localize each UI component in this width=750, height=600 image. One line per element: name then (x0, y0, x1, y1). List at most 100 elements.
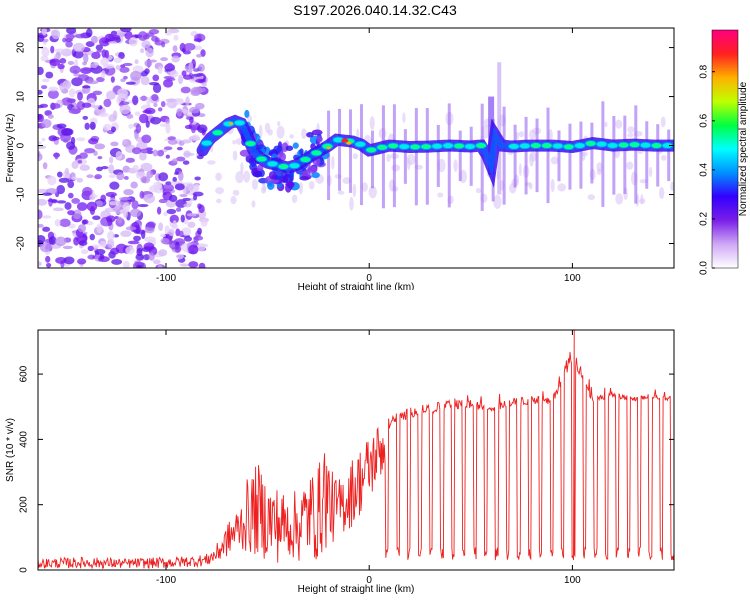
noise-blob (87, 245, 94, 252)
x-tick-label: 0 (366, 575, 372, 586)
noise-blob (160, 100, 166, 108)
noise-blob (115, 243, 128, 254)
noise-blob (125, 157, 135, 163)
noise-blob (123, 176, 129, 180)
streak (458, 130, 462, 182)
noise-blob (172, 158, 179, 164)
noise-blob (45, 71, 54, 79)
scatter-blob (289, 171, 294, 181)
noise-blob (165, 98, 177, 103)
noise-blob (189, 116, 194, 124)
noise-blob (51, 29, 61, 40)
noise-blob (166, 208, 177, 215)
noise-blob (160, 237, 170, 244)
faint-blob (232, 189, 240, 196)
noise-blob (94, 248, 106, 255)
noise-blob (48, 236, 57, 245)
noise-blob (38, 209, 43, 220)
noise-blob (176, 146, 183, 151)
faint-blob (493, 194, 502, 209)
y-tick-label: 20 (16, 42, 27, 54)
noise-blob (188, 261, 199, 268)
noise-blob (92, 90, 103, 96)
noise-blob (56, 200, 67, 204)
noise-blob (169, 194, 178, 203)
noise-blob (157, 107, 163, 112)
noise-blob (122, 62, 133, 67)
noise-blob (82, 186, 93, 197)
ridge-peak (606, 142, 619, 150)
noise-blob (194, 176, 201, 181)
x-tick-label: -100 (156, 273, 176, 284)
noise-blob (175, 253, 185, 260)
noise-blob (179, 263, 190, 267)
noise-blob (194, 183, 200, 192)
noise-blob (148, 252, 155, 261)
noise-blob (120, 28, 132, 33)
faint-blob (550, 178, 555, 193)
noise-blob (108, 156, 114, 164)
noise-blob (41, 78, 50, 83)
streak (513, 124, 517, 188)
ridge-peak (562, 143, 575, 151)
y-tick-label: -10 (16, 187, 27, 202)
noise-blob (139, 95, 149, 101)
noise-blob (38, 113, 44, 123)
noise-blob (100, 57, 109, 66)
noise-blob (103, 123, 112, 131)
noise-blob (58, 177, 70, 183)
noise-blob (51, 136, 60, 141)
ridge-peak (200, 139, 213, 147)
noise-blob (38, 145, 47, 150)
y-tick-label: -20 (16, 236, 27, 251)
noise-blob (63, 256, 75, 265)
scatter-blob (301, 170, 311, 178)
noise-blob (195, 78, 206, 83)
streak (469, 126, 473, 186)
streak (502, 106, 506, 205)
faint-blob (337, 190, 345, 195)
noise-blob (67, 60, 75, 66)
noise-blob (77, 160, 83, 164)
ridge-peak (387, 142, 400, 150)
noise-blob (169, 214, 179, 224)
ridge-peak (551, 142, 564, 150)
ridge-peak (244, 140, 257, 148)
ridge-peak (507, 142, 520, 150)
noise-blob (172, 45, 178, 53)
noise-blob (181, 70, 187, 77)
streak (557, 130, 561, 182)
hot-spot (229, 122, 234, 125)
y-tick-label: 600 (19, 365, 30, 382)
noise-blob (67, 180, 75, 189)
noise-blob (132, 164, 139, 172)
noise-blob (143, 193, 156, 204)
ridge-peak (376, 143, 389, 151)
noise-blob (142, 109, 152, 114)
streak (667, 129, 671, 182)
noise-blob (78, 240, 88, 246)
noise-blob (158, 172, 169, 182)
noise-blob (162, 183, 174, 192)
noise-blob (65, 33, 75, 40)
noise-blob (174, 99, 185, 105)
ridge-peak (211, 129, 224, 137)
noise-blob (179, 193, 188, 198)
faint-blob (230, 196, 237, 205)
noise-blob (174, 183, 185, 191)
noise-blob (77, 258, 87, 265)
noise-blob (56, 171, 63, 178)
noise-blob (125, 226, 137, 231)
noise-blob (47, 175, 57, 186)
scatter-blob (317, 136, 323, 143)
noise-blob (160, 57, 169, 62)
noise-blob (100, 166, 109, 170)
noise-blob (143, 254, 151, 261)
scatter-blob (292, 142, 299, 149)
streak (436, 124, 440, 187)
colorbar-tick-label: 0.4 (699, 162, 710, 176)
ridge-peak (442, 142, 455, 150)
noise-blob (54, 48, 66, 53)
noise-blob (183, 42, 196, 51)
faint-blob (518, 131, 525, 138)
